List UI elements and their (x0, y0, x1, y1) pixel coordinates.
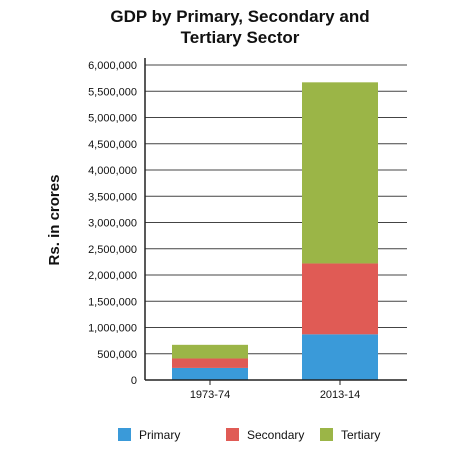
y-tick-label: 0 (131, 375, 137, 387)
bar-stack (302, 82, 378, 380)
bar-segment-primary (172, 367, 248, 380)
y-tick-label: 2,000,000 (88, 270, 137, 282)
y-tick-label: 5,500,000 (88, 86, 137, 98)
x-tick-label: 1973-74 (190, 389, 230, 401)
legend-item-secondary: Secondary (226, 428, 304, 442)
chart-title: GDP by Primary, Secondary and Tertiary S… (110, 7, 369, 47)
legend-label: Tertiary (341, 428, 380, 442)
bar-segment-tertiary (172, 344, 248, 359)
y-tick-label: 2,500,000 (88, 244, 137, 256)
y-tick-label: 6,000,000 (88, 60, 137, 72)
bar-segment-secondary (302, 263, 378, 335)
y-axis-label: Rs. in crores (46, 175, 63, 266)
y-tick-label: 500,000 (97, 349, 137, 361)
y-tick-label: 5,000,000 (88, 113, 137, 125)
legend-label: Primary (139, 428, 180, 442)
bar-segment-primary (302, 334, 378, 380)
bar-stack (172, 344, 248, 380)
y-tick-label: 3,000,000 (88, 218, 137, 230)
legend-item-primary: Primary (118, 428, 180, 442)
y-tick-label: 1,000,000 (88, 323, 137, 335)
chart-title-line-1: GDP by Primary, Secondary and (110, 7, 369, 26)
bar-segment-secondary (172, 358, 248, 368)
legend-swatch (226, 428, 239, 441)
legend: Primary Secondary Tertiary (118, 428, 380, 442)
chart-title-line-2: Tertiary Sector (181, 28, 300, 47)
y-tick-label: 1,500,000 (88, 296, 137, 308)
y-tick-label: 4,000,000 (88, 165, 137, 177)
legend-item-tertiary: Tertiary (320, 428, 380, 442)
y-axis-ticks: 0 500,000 1,000,000 1,500,000 2,000,000 2,500… (88, 60, 137, 387)
x-axis-ticks: 1973-74 2013-14 (190, 380, 360, 401)
bars (172, 82, 378, 380)
x-tick-label: 2013-14 (320, 389, 360, 401)
bar-segment-tertiary (302, 82, 378, 264)
legend-swatch (320, 428, 333, 441)
legend-swatch (118, 428, 131, 441)
y-tick-label: 3,500,000 (88, 191, 137, 203)
y-tick-label: 4,500,000 (88, 139, 137, 151)
legend-label: Secondary (247, 428, 304, 442)
